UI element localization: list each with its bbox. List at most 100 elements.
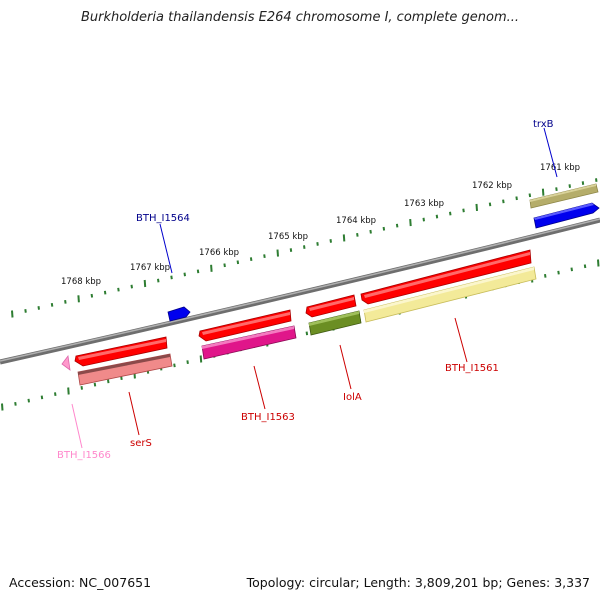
label-BTH_I1564: BTH_I1564 <box>136 213 190 224</box>
upper-minor-tick <box>249 257 253 262</box>
upper-minor-tick <box>289 248 293 252</box>
upper-minor-tick <box>369 229 372 234</box>
upper-minor-tick <box>130 284 133 289</box>
upper-minor-tick <box>382 226 386 231</box>
gene-trxB[interactable] <box>529 183 599 209</box>
gene-BTH_I1561[interactable] <box>363 266 537 323</box>
gene-blue-right[interactable] <box>533 202 600 229</box>
scale-label-1768: 1768 kbp <box>61 277 101 287</box>
gene-BTH_I1566[interactable] <box>61 354 71 371</box>
lower-minor-tick <box>54 392 57 397</box>
upper-minor-tick <box>303 245 306 249</box>
scale-label-1764: 1764 kbp <box>336 216 376 226</box>
lower-minor-tick <box>120 376 123 381</box>
upper-major-tick <box>541 188 545 196</box>
upper-minor-tick <box>170 275 173 280</box>
accession-text: Accession: NC_007651 <box>9 575 152 590</box>
upper-minor-tick <box>595 178 598 182</box>
label-IolA: IolA <box>343 392 362 403</box>
lower-major-tick <box>597 259 600 267</box>
upper-major-tick <box>11 310 14 318</box>
leader-serS <box>128 391 140 436</box>
upper-minor-tick <box>196 269 200 274</box>
gene-red-serS[interactable] <box>74 336 168 367</box>
upper-minor-tick <box>488 202 492 207</box>
upper-minor-tick <box>356 232 359 237</box>
upper-major-tick <box>475 203 478 211</box>
scale-label-1765: 1765 kbp <box>268 232 308 242</box>
label-BTH_I1561: BTH_I1561 <box>445 363 499 374</box>
lower-major-tick <box>199 355 203 363</box>
label-serS: serS <box>130 438 152 449</box>
upper-minor-tick <box>528 193 532 198</box>
gene-red-1563[interactable] <box>198 309 292 342</box>
upper-minor-tick <box>555 187 558 192</box>
upper-minor-tick <box>329 239 332 243</box>
lower-minor-tick <box>40 395 44 400</box>
scale-label-1766: 1766 kbp <box>199 248 239 258</box>
upper-major-tick <box>276 249 279 257</box>
upper-minor-tick <box>462 208 465 213</box>
upper-minor-tick <box>64 299 67 304</box>
lower-minor-tick <box>80 385 83 390</box>
lower-minor-tick <box>14 401 17 406</box>
upper-minor-tick <box>157 278 160 283</box>
upper-minor-tick <box>395 223 399 228</box>
label-trxB: trxB <box>533 119 554 130</box>
upper-minor-tick <box>223 263 226 268</box>
gene-IolA[interactable] <box>308 310 362 336</box>
lower-minor-tick <box>583 264 587 269</box>
leader-BTH_I1566 <box>71 403 83 449</box>
label-BTH_I1566: BTH_I1566 <box>57 450 111 461</box>
upper-minor-tick <box>449 211 452 216</box>
gene-BTH_I1563[interactable] <box>201 325 297 360</box>
label-BTH_I1563: BTH_I1563 <box>241 412 295 423</box>
leader-BTH_I1561 <box>454 317 468 363</box>
scale-label-1767: 1767 kbp <box>130 263 170 273</box>
upper-minor-tick <box>316 242 319 246</box>
upper-minor-tick <box>502 199 505 204</box>
upper-minor-tick <box>581 181 585 185</box>
lower-major-tick <box>67 387 70 395</box>
upper-major-tick <box>409 219 412 227</box>
upper-minor-tick <box>263 254 266 259</box>
leader-trxB <box>543 127 558 178</box>
gene-red-1561[interactable] <box>360 249 532 305</box>
lower-minor-tick <box>173 363 176 368</box>
upper-minor-tick <box>117 287 120 292</box>
upper-major-tick <box>77 295 80 303</box>
upper-major-tick <box>210 264 213 272</box>
topology-text: Topology: circular; Length: 3,809,201 bp… <box>246 575 590 590</box>
upper-minor-tick <box>24 309 27 313</box>
gene-BTH_I1564[interactable] <box>167 306 191 322</box>
lower-minor-tick <box>305 331 309 336</box>
upper-minor-tick <box>37 306 40 310</box>
upper-minor-tick <box>103 290 107 295</box>
leader-BTH_I1564 <box>159 223 173 274</box>
gene-red-iola[interactable] <box>305 294 357 318</box>
upper-minor-tick <box>422 217 425 222</box>
upper-minor-tick <box>568 184 571 188</box>
lower-major-tick <box>1 403 4 411</box>
lower-minor-tick <box>27 398 30 403</box>
gene-serS[interactable] <box>77 353 173 386</box>
upper-minor-tick <box>236 260 240 265</box>
upper-minor-tick <box>50 302 54 307</box>
map-title: Burkholderia thailandensis E264 chromoso… <box>80 10 520 25</box>
lower-minor-tick <box>107 379 110 384</box>
lower-minor-tick <box>93 382 97 387</box>
scale-label-1763: 1763 kbp <box>404 199 444 209</box>
upper-major-tick <box>143 279 147 288</box>
upper-minor-tick <box>515 196 518 201</box>
genome-backbone <box>0 217 600 365</box>
lower-minor-tick <box>544 273 547 278</box>
lower-minor-tick <box>186 360 189 365</box>
scale-label-1761: 1761 kbp <box>540 163 580 173</box>
leader-BTH_I1563 <box>253 365 266 410</box>
leader-IolA <box>339 344 352 390</box>
lower-minor-tick <box>570 267 573 272</box>
upper-major-tick <box>342 234 346 242</box>
upper-minor-tick <box>435 214 439 219</box>
scale-label-1762: 1762 kbp <box>472 181 512 191</box>
